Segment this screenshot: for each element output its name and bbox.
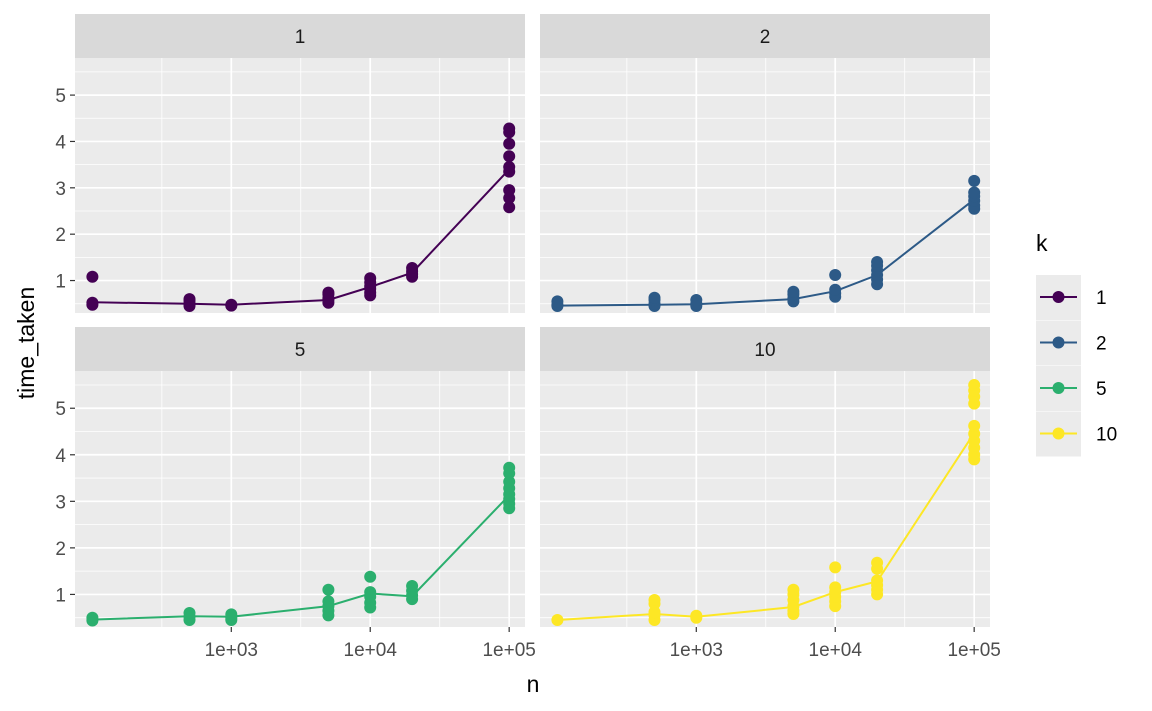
data-point	[829, 561, 842, 574]
facet-panel-10: 10	[540, 327, 990, 627]
legend-key-point	[1052, 336, 1065, 349]
data-point	[322, 583, 335, 596]
data-point	[503, 201, 516, 214]
y-tick-label: 5	[55, 399, 66, 420]
legend-item-2: 2	[1036, 320, 1107, 366]
x-tick-label: 1e+04	[809, 640, 863, 661]
x-axis-title: n	[527, 671, 540, 697]
data-point	[968, 174, 981, 187]
data-point	[871, 574, 884, 587]
legend-label: 10	[1096, 425, 1117, 446]
data-point	[503, 161, 516, 173]
data-point	[503, 475, 516, 488]
x-axes: 1e+03 1e+04 1e+05 1e+03 1e+04 1e+05	[205, 627, 1001, 661]
data-point	[503, 150, 516, 163]
data-point	[648, 291, 661, 304]
x-tick-label: 1e+05	[482, 640, 535, 661]
data-point	[86, 270, 99, 283]
legend-item-10: 10	[1036, 411, 1117, 457]
y-axes: 1 2 3 4 5 1 2 3 4 5	[55, 86, 75, 606]
data-point	[871, 256, 884, 268]
data-point	[503, 137, 516, 150]
data-point	[503, 184, 516, 197]
facet-strip-label: 2	[760, 27, 771, 48]
data-point	[648, 606, 661, 619]
y-tick-label: 2	[55, 225, 66, 246]
data-point	[503, 461, 516, 474]
x-tick-label: 1e+03	[670, 640, 723, 661]
panel-background	[75, 371, 525, 627]
legend-label: 5	[1096, 379, 1107, 400]
data-point	[406, 580, 419, 592]
data-point	[829, 269, 842, 281]
facet-panel-5: 5	[75, 327, 525, 627]
data-point	[406, 262, 419, 274]
y-tick-label: 1	[55, 272, 66, 293]
data-point	[503, 122, 516, 135]
data-point	[690, 609, 703, 622]
facet-strip	[75, 327, 525, 371]
facet-strip	[540, 14, 990, 58]
facet-strip-label: 10	[754, 340, 775, 361]
y-axis-title: time_taken	[13, 287, 39, 400]
legend-title: k	[1036, 230, 1048, 256]
data-point	[551, 614, 564, 626]
y-tick-label: 3	[55, 492, 66, 513]
panel-background	[75, 58, 525, 313]
legend-item-5: 5	[1036, 366, 1107, 411]
data-point	[551, 295, 564, 308]
data-point	[364, 272, 377, 285]
panel-background	[540, 58, 990, 313]
data-point	[968, 419, 981, 432]
data-point	[183, 607, 196, 619]
y-tick-label: 3	[55, 179, 66, 200]
data-point	[829, 283, 842, 296]
y-tick-label: 4	[55, 446, 66, 467]
data-point	[871, 556, 884, 569]
data-point	[829, 581, 842, 594]
y-tick-label: 5	[55, 86, 66, 107]
data-point	[225, 608, 238, 621]
data-point	[183, 293, 196, 306]
facet-panel-2: 2	[540, 14, 990, 313]
y-tick-label: 2	[55, 539, 66, 560]
data-point	[968, 379, 981, 391]
facet-strip	[75, 14, 525, 58]
x-tick-label: 1e+03	[205, 640, 258, 661]
data-point	[225, 298, 238, 311]
data-point	[787, 583, 800, 596]
facet-strip	[540, 327, 990, 371]
legend-label: 1	[1096, 288, 1107, 309]
facet-panel-1: 1	[75, 14, 525, 313]
data-point	[86, 296, 99, 309]
legend: k 1 2 5 10	[1036, 230, 1117, 457]
legend-item-1: 1	[1036, 275, 1107, 320]
y-tick-label: 1	[55, 585, 66, 606]
legend-key-point	[1052, 382, 1065, 394]
facet-panels: 1 2 5 10	[75, 14, 990, 627]
legend-key-point	[1052, 427, 1065, 440]
x-tick-label: 1e+05	[947, 640, 1000, 661]
legend-label: 2	[1096, 334, 1107, 355]
data-point	[322, 595, 335, 608]
data-point	[86, 611, 99, 624]
y-tick-label: 4	[55, 132, 66, 153]
x-tick-label: 1e+04	[344, 640, 398, 661]
data-point	[322, 286, 335, 299]
legend-key-point	[1052, 291, 1065, 303]
data-point	[364, 570, 377, 583]
data-point	[648, 594, 661, 606]
facet-strip-label: 5	[295, 340, 306, 361]
data-point	[787, 285, 800, 298]
data-point	[968, 186, 981, 199]
panel-background	[540, 371, 990, 627]
data-point	[364, 586, 377, 599]
facet-strip-label: 1	[295, 27, 306, 48]
data-point	[690, 294, 703, 306]
